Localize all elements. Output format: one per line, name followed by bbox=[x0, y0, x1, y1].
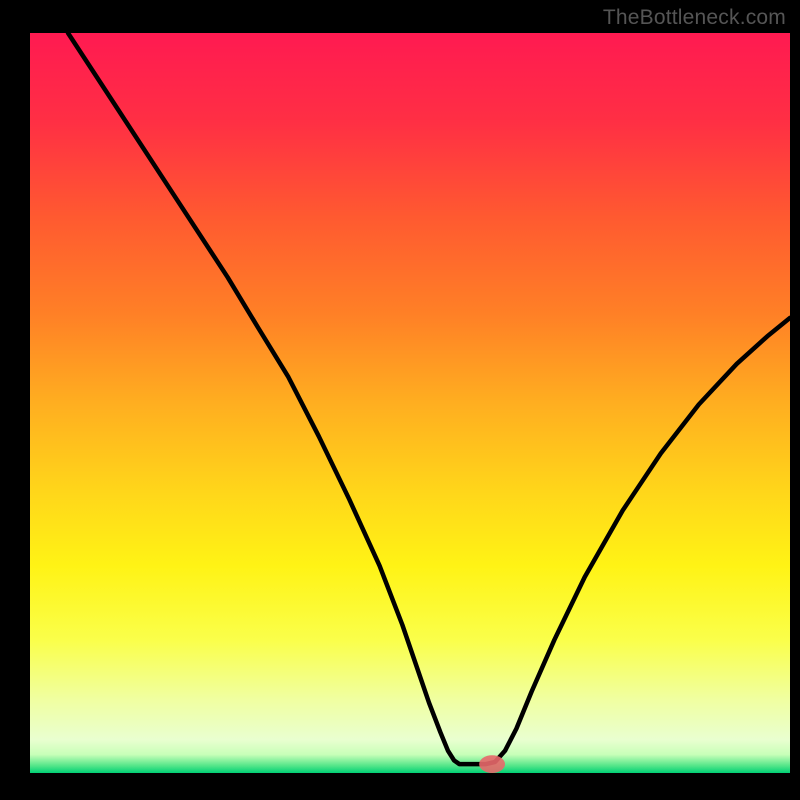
chart-plot-area bbox=[30, 33, 790, 773]
chart-svg bbox=[30, 33, 790, 773]
optimal-point-marker bbox=[479, 755, 505, 773]
watermark-text: TheBottleneck.com bbox=[603, 6, 786, 30]
chart-background-gradient bbox=[30, 33, 790, 773]
